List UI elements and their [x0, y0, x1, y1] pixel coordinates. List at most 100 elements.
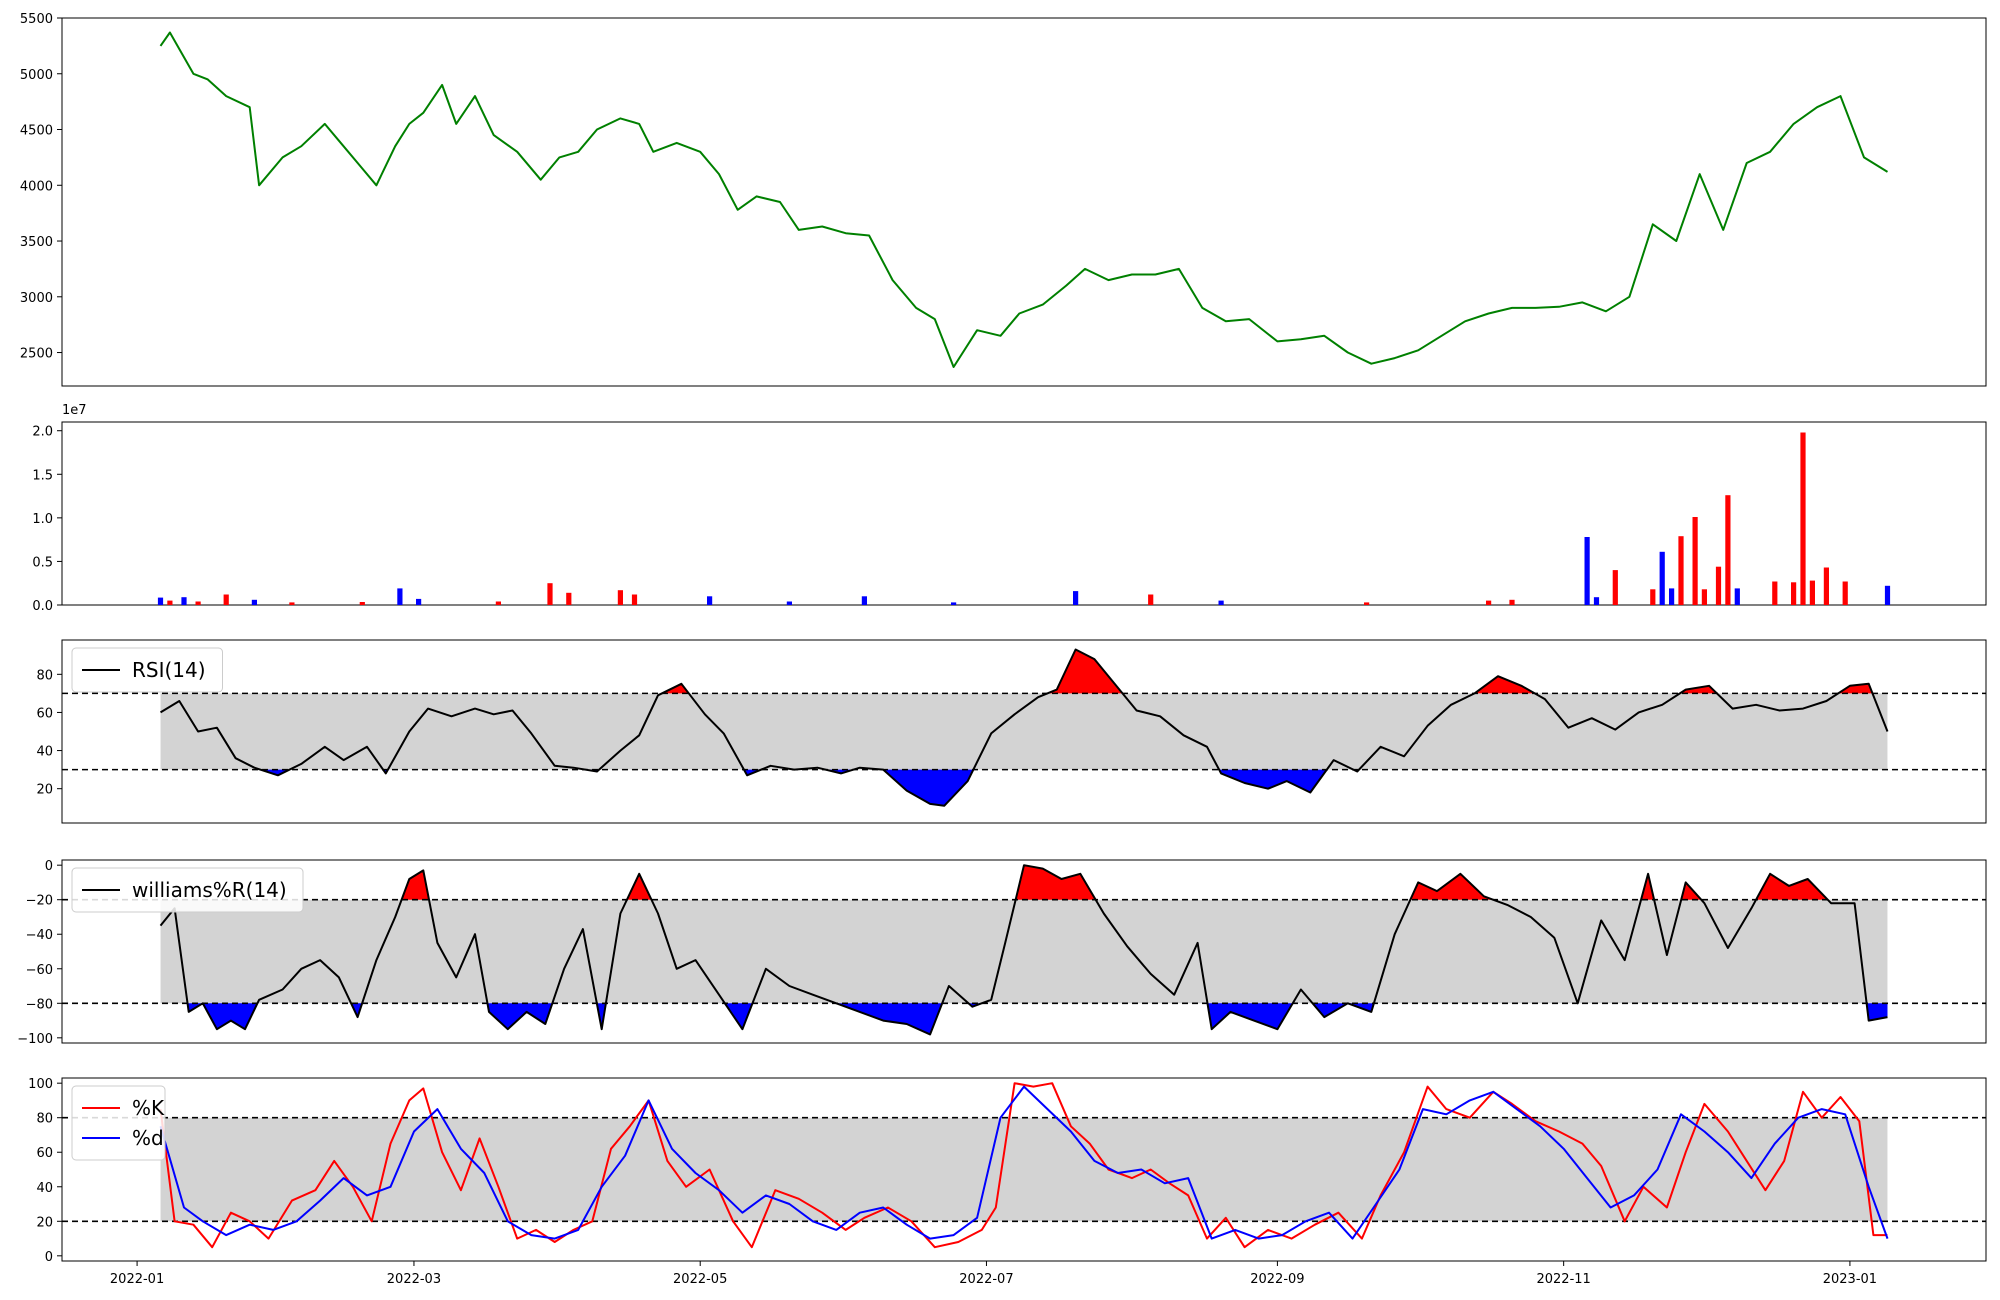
- volume-bar: [1772, 581, 1778, 605]
- volume-bar: [786, 601, 792, 605]
- williams-overbought-fill: [1410, 873, 1494, 900]
- price-ytick-label: 4000: [20, 179, 53, 194]
- price-ytick-label: 4500: [20, 124, 53, 139]
- volume-bar: [547, 583, 553, 605]
- volume-scale-label: 1e7: [62, 403, 87, 418]
- volume-bar: [1218, 600, 1224, 605]
- xtick-label: 2022-11: [1536, 1272, 1590, 1287]
- rsi-ytick-label: 20: [36, 783, 53, 798]
- williams-overbought-fill: [1756, 873, 1828, 900]
- williams-overbought-fill: [1641, 873, 1655, 900]
- volume-bar: [617, 590, 623, 605]
- rsi-ytick-label: 60: [36, 706, 53, 721]
- stochastic-ytick-label: 20: [36, 1215, 53, 1230]
- stochastic-ytick-label: 60: [36, 1146, 53, 1161]
- xtick-label: 2022-07: [959, 1272, 1013, 1287]
- stochastic-series-line-d: [159, 1085, 1889, 1240]
- rsi-legend-box: [71, 647, 223, 693]
- price-ytick-label: 3000: [20, 291, 53, 306]
- volume-bar: [223, 594, 229, 605]
- volume-bar: [289, 602, 295, 605]
- volume-bar: [1678, 536, 1684, 605]
- volume-bar: [195, 601, 201, 605]
- rsi-ytick-label: 40: [36, 745, 53, 760]
- volume-bar: [1809, 580, 1815, 605]
- rsi-neutral-band: [160, 693, 1888, 770]
- williams-ytick-label: 0: [45, 859, 53, 874]
- volume-bar: [1364, 602, 1370, 605]
- price-series-line: [159, 31, 1889, 368]
- xtick-label: 2022-03: [387, 1272, 441, 1287]
- volume-bar: [251, 599, 257, 605]
- volume-bar: [1612, 570, 1618, 605]
- williams-overbought-fill: [1015, 865, 1096, 900]
- williams-legend-label: williams%R(14): [132, 878, 287, 902]
- stochastic-legend-box: [71, 1085, 166, 1161]
- volume-bar: [397, 588, 403, 605]
- stochastic-ytick-label: 80: [36, 1112, 53, 1127]
- volume-bar: [359, 602, 365, 605]
- williams-ytick-label: −100: [17, 1032, 53, 1047]
- rsi-overbought-fill: [1679, 685, 1717, 694]
- volume-bar: [495, 601, 501, 605]
- volume-bar: [1593, 597, 1600, 605]
- williams-ytick-label: −40: [26, 928, 53, 943]
- stochastic-ytick-label: 0: [45, 1250, 53, 1265]
- williams-oversold-fill: [487, 1003, 553, 1030]
- williams-oversold-fill: [351, 1003, 363, 1018]
- volume-axes-frame: [61, 421, 1987, 606]
- volume-bar: [1823, 567, 1829, 605]
- volume-bar: [1791, 582, 1797, 605]
- williams-axes-frame: [61, 859, 1987, 1044]
- rsi-oversold-fill: [1219, 769, 1327, 793]
- williams-oversold-fill: [202, 1003, 258, 1030]
- rsi-ytick-label: 80: [36, 668, 53, 683]
- williams-oversold-fill: [836, 1003, 943, 1035]
- williams-ytick-label: −60: [26, 963, 53, 978]
- rsi-axes-frame: [61, 639, 1987, 824]
- rsi-overbought-fill: [1838, 683, 1873, 694]
- stochastic-series-line-k: [159, 1082, 1888, 1249]
- volume-bar: [181, 597, 187, 605]
- williams-neutral-band: [160, 899, 1888, 1004]
- stochastic-axes-frame: [61, 1077, 1987, 1262]
- volume-bar: [1701, 589, 1707, 605]
- volume-ytick-label: 0.5: [32, 555, 53, 570]
- volume-bar: [416, 598, 422, 605]
- volume-bar: [566, 592, 572, 605]
- price-ytick-label: 3500: [20, 235, 53, 250]
- xtick-label: 2022-09: [1250, 1272, 1304, 1287]
- rsi-overbought-fill: [1047, 649, 1123, 694]
- xtick-label: 2022-05: [673, 1272, 727, 1287]
- williams-series-line: [159, 864, 1888, 1036]
- williams-legend-box: [71, 867, 304, 913]
- volume-ytick-label: 1.0: [32, 512, 53, 527]
- volume-bar: [707, 596, 713, 605]
- volume-bar: [861, 596, 867, 605]
- volume-bar: [1509, 599, 1515, 605]
- rsi-legend-label: RSI(14): [132, 658, 206, 682]
- volume-bar: [1073, 591, 1079, 605]
- williams-ytick-label: −80: [26, 997, 53, 1012]
- volume-bar: [1659, 551, 1665, 605]
- volume-bar: [167, 600, 173, 605]
- xtick-label: 2022-01: [110, 1272, 164, 1287]
- price-ytick-label: 5000: [20, 68, 53, 83]
- volume-bar: [1148, 594, 1154, 605]
- volume-bar: [1842, 581, 1848, 605]
- volume-bar: [1734, 588, 1740, 605]
- volume-bar: [1884, 585, 1891, 605]
- stochastic-legend-label: %d: [132, 1126, 164, 1150]
- williams-oversold-fill: [596, 1003, 606, 1030]
- volume-bar: [951, 602, 957, 605]
- stochastic-legend-label: %K: [132, 1096, 165, 1120]
- volume-bar: [1692, 517, 1698, 605]
- volume-bar: [1800, 432, 1806, 605]
- rsi-series-line: [159, 648, 1889, 807]
- volume-ytick-label: 2.0: [32, 425, 53, 440]
- williams-overbought-fill: [401, 870, 429, 900]
- williams-oversold-fill: [1866, 1003, 1888, 1021]
- volume-bar: [157, 597, 164, 605]
- stochastic-neutral-band: [160, 1117, 1888, 1222]
- price-ytick-label: 2500: [20, 347, 53, 362]
